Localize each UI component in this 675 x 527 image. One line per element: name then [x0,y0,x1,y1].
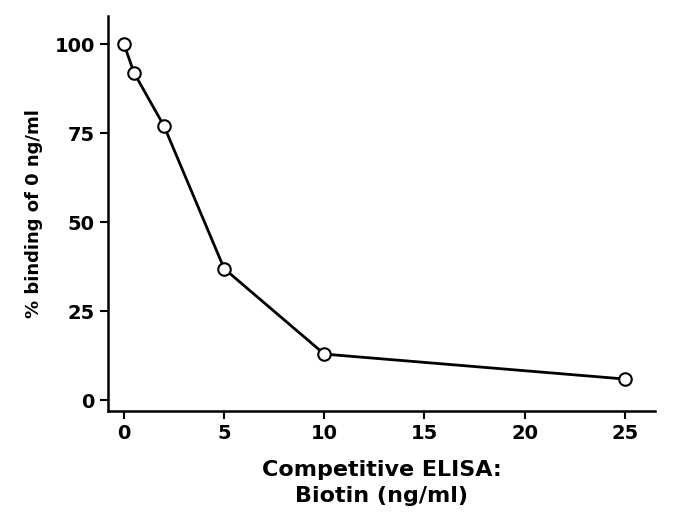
Y-axis label: % binding of 0 ng/ml: % binding of 0 ng/ml [26,109,43,318]
X-axis label: Competitive ELISA:
Biotin (ng/ml): Competitive ELISA: Biotin (ng/ml) [261,460,502,506]
